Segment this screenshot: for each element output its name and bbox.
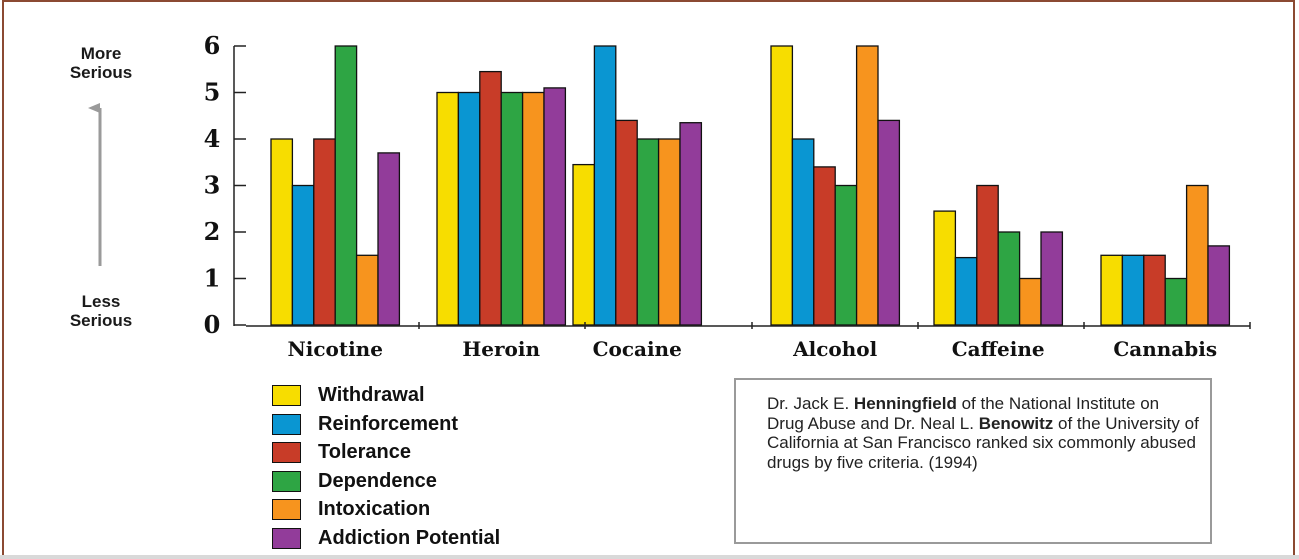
bar-nicotine-reinforcement — [291, 184, 315, 326]
bar-alcohol-tolerance — [813, 166, 836, 326]
bar-cannabis-tolerance — [1143, 254, 1166, 326]
less-serious-label: Less Serious — [36, 292, 166, 330]
category-label-caffeine: Caffeine — [952, 337, 1045, 361]
bar-caffeine-addiction-potential — [1040, 231, 1064, 326]
legend-label-dependence: Dependence — [318, 469, 437, 492]
note-text-5: of the University of California at San F… — [767, 413, 1199, 472]
more-serious-label: More Serious — [36, 44, 166, 82]
legend-label-reinforcement: Reinforcement — [318, 412, 459, 435]
bar-cannabis-addiction-potential — [1207, 245, 1231, 326]
bar-heroin-reinforcement — [457, 91, 481, 326]
bar-heroin-dependence — [500, 91, 524, 326]
axes-layer: 0 1 2 3 4 5 6 Nicotine Heroin Cocaine Alcohol Caffe… — [204, 31, 1251, 361]
bar-cannabis-withdrawal — [1100, 254, 1124, 326]
bar-cocaine-intoxication — [657, 138, 681, 326]
bar-heroin-tolerance — [479, 70, 502, 326]
y-tick-label-2: 2 — [204, 217, 221, 246]
y-tick-label-6: 6 — [204, 31, 221, 60]
y-tick-label-3: 3 — [204, 171, 221, 200]
category-label-cannabis: Cannabis — [1113, 337, 1217, 361]
bar-caffeine-dependence — [997, 231, 1021, 326]
bar-alcohol-withdrawal — [770, 45, 794, 326]
legend-swatch-withdrawal — [272, 385, 301, 406]
legend-label-tolerance: Tolerance — [318, 441, 411, 463]
bar-nicotine-addiction-potential — [377, 152, 401, 326]
category-label-alcohol: Alcohol — [792, 337, 878, 361]
legend-swatch-tolerance — [272, 442, 301, 463]
category-label-heroin: Heroin — [462, 337, 540, 361]
more-serious-label-line-1: More — [80, 44, 122, 63]
bar-cannabis-dependence — [1164, 277, 1188, 326]
bar-cannabis-intoxication — [1185, 184, 1209, 326]
bar-nicotine-withdrawal — [270, 138, 294, 326]
bar-cocaine-tolerance — [615, 119, 638, 326]
note-emphasis-henningfield: Henningfield — [853, 394, 957, 413]
note-text-3: of the National Institute on Drug Abuse … — [767, 394, 1160, 433]
note-text-1: Dr. Jack E. — [767, 394, 854, 413]
bar-alcohol-intoxication — [855, 45, 879, 326]
bar-caffeine-tolerance — [976, 184, 999, 326]
y-tick-label-0: 0 — [204, 310, 221, 339]
bar-heroin-withdrawal — [436, 91, 460, 326]
bar-heroin-addiction-potential — [543, 87, 567, 326]
legend-label-intoxication: Intoxication — [318, 498, 431, 520]
bar-alcohol-addiction-potential — [877, 119, 901, 326]
bar-nicotine-tolerance — [313, 138, 336, 326]
bar-cocaine-reinforcement — [593, 45, 617, 326]
bar-cocaine-dependence — [636, 138, 660, 326]
bar-heroin-intoxication — [521, 91, 545, 326]
category-label-cocaine: Cocaine — [593, 337, 682, 361]
bar-caffeine-withdrawal — [933, 210, 957, 326]
bar-cocaine-addiction-potential — [679, 122, 703, 326]
legend-swatch-reinforcement — [272, 413, 301, 435]
bar-cocaine-withdrawal — [572, 163, 596, 326]
y-tick-label-1: 1 — [204, 264, 221, 293]
bar-cannabis-reinforcement — [1121, 254, 1145, 326]
more-serious-label-line-2: Serious — [69, 63, 133, 82]
bars-layer — [270, 45, 1231, 326]
bar-alcohol-reinforcement — [791, 138, 815, 326]
less-serious-label-line-2: Serious — [69, 311, 133, 330]
y-tick-label-4: 4 — [204, 124, 221, 153]
category-label-nicotine: Nicotine — [287, 337, 383, 361]
source-note: Dr. Jack E. Henningfield of the National… — [734, 378, 1212, 544]
legend-swatch-dependence — [272, 470, 301, 492]
bar-caffeine-reinforcement — [954, 256, 978, 326]
y-tick-label-5: 5 — [204, 78, 221, 107]
bottom-band — [0, 555, 1299, 559]
legend-label-withdrawal: Withdrawal — [318, 384, 425, 406]
legend-swatch-intoxication — [272, 499, 301, 520]
bar-caffeine-intoxication — [1018, 277, 1042, 326]
less-serious-label-line-1: Less — [81, 292, 121, 311]
legend-label-addiction-potential: Addiction Potential — [318, 526, 501, 549]
note-emphasis-benowitz: Benowitz — [978, 413, 1054, 433]
bar-alcohol-dependence — [834, 184, 858, 326]
bar-nicotine-intoxication — [355, 254, 379, 326]
legend-swatch-addiction-potential — [272, 527, 301, 549]
bar-nicotine-dependence — [334, 45, 358, 326]
